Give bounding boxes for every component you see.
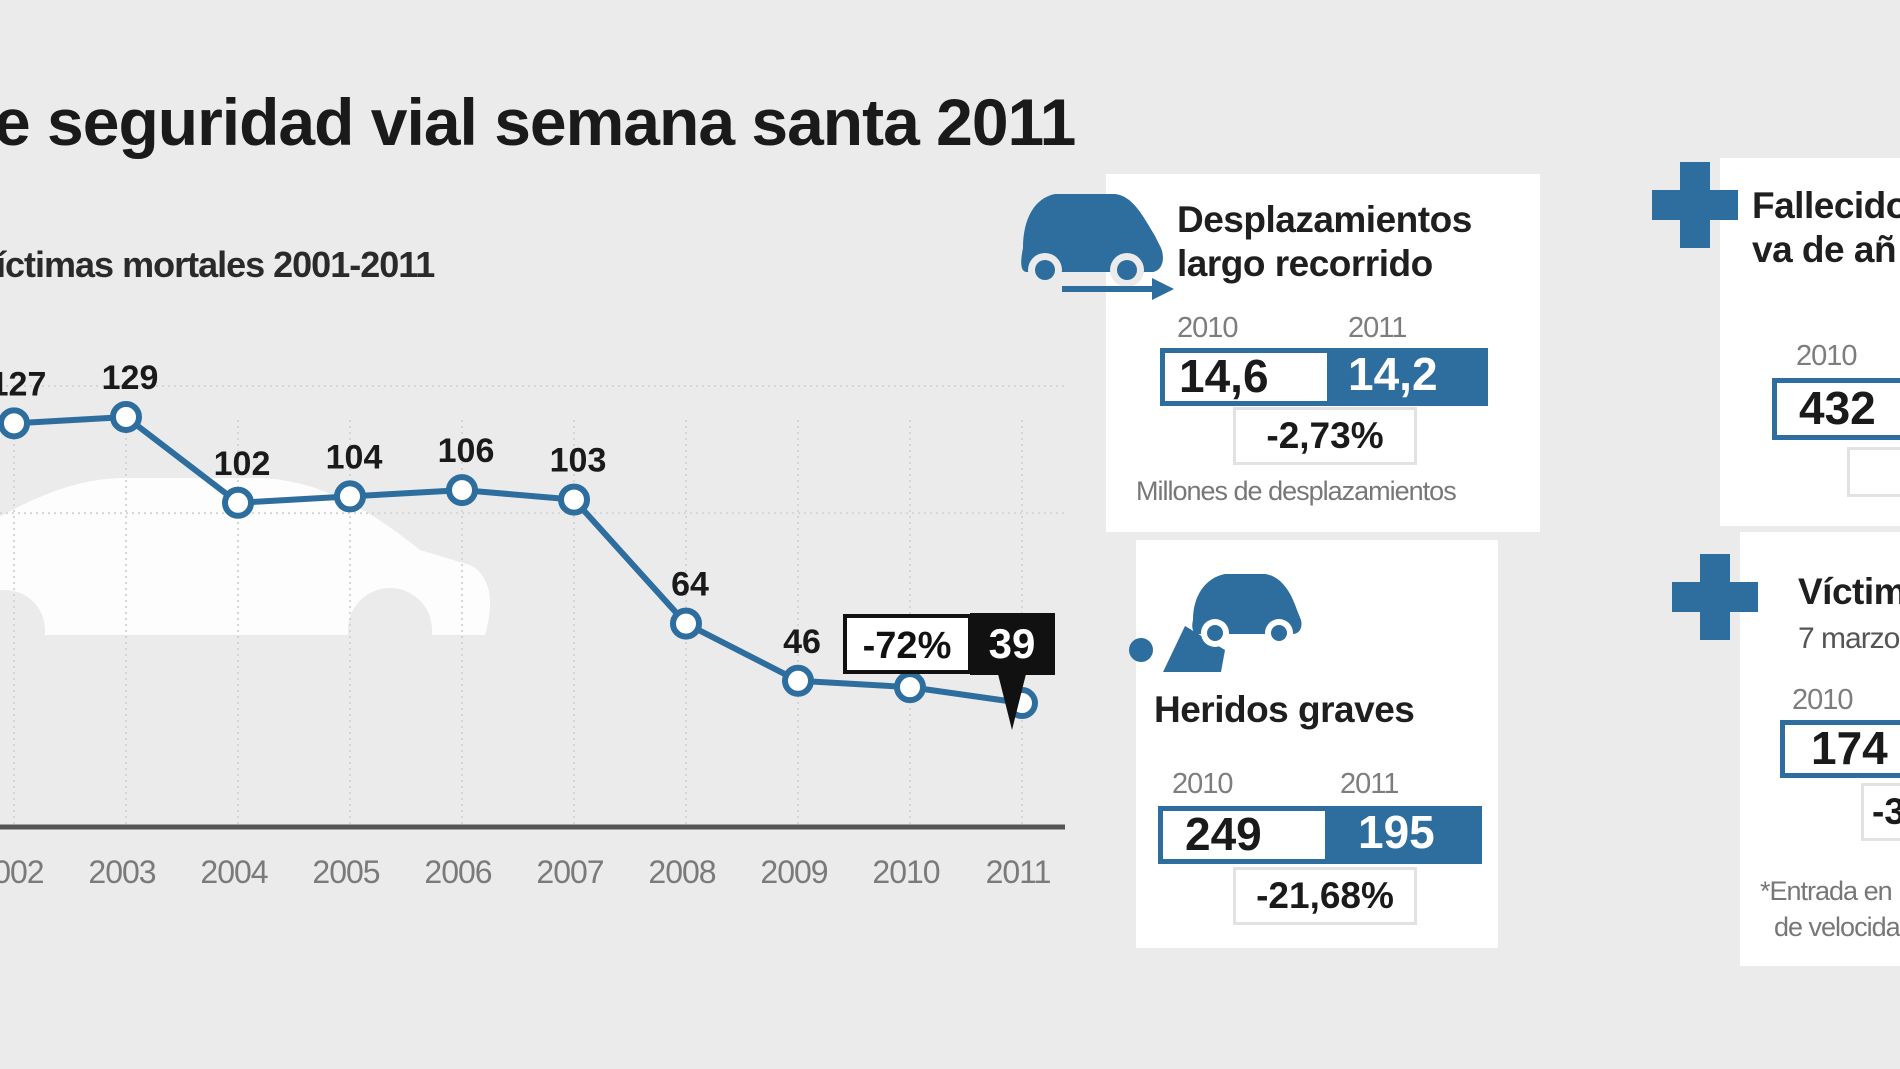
line-chart: 2002 2003 2004 2005 2006 2007 2008 2009 2010 2011… [0, 360, 1065, 890]
data-labels: 127129102104106103644644 [0, 360, 933, 667]
x-tick-label: 2004 [200, 854, 267, 890]
year-label-2011: 2011 [1340, 768, 1399, 800]
card-victimas-title-2: 7 marzo [1798, 622, 1900, 655]
x-tick-label: 2011 [986, 854, 1051, 890]
data-point [894, 671, 926, 704]
year-label-2010: 2010 [1796, 340, 1858, 372]
data-label: 106 [438, 432, 495, 470]
highlight-change: -72% [863, 625, 952, 667]
data-label: 103 [550, 442, 607, 480]
x-tick-label: 2010 [872, 854, 939, 890]
data-label: 104 [326, 438, 383, 476]
data-point [558, 483, 590, 516]
arrow-right-icon [1062, 278, 1174, 300]
data-label: 64 [671, 566, 709, 604]
x-tick-label: 2009 [760, 854, 827, 890]
x-tick-label: 2007 [536, 854, 603, 890]
footnote-line-1: *Entrada en [1760, 876, 1893, 906]
value-2011: 14,2 [1328, 348, 1488, 406]
series-line [13, 413, 1023, 707]
year-label-2010: 2010 [1172, 768, 1234, 800]
change-percent: -3 [1864, 786, 1900, 838]
card-heridos-title: Heridos graves [1154, 689, 1415, 730]
highlight-value: 39 [989, 620, 1036, 667]
highlight-callout: -72% 39 [843, 613, 1055, 730]
x-tick-label: 2008 [648, 854, 715, 890]
year-label-2010: 2010 [1792, 684, 1854, 716]
data-point [0, 407, 30, 440]
change-percent: -2,73% [1236, 410, 1414, 462]
value-2010: 432 [1772, 378, 1900, 440]
data-label: 46 [783, 623, 821, 661]
data-label: 127 [0, 365, 46, 403]
page-title: e seguridad vial semana santa 2011 [0, 85, 1076, 159]
value-2010: 14,6 [1160, 348, 1332, 406]
medical-cross-icon [1672, 554, 1758, 640]
data-point [334, 480, 366, 513]
card-fallecidos-title-2: va de añ [1752, 229, 1897, 270]
card-desplazamientos-title-1: Desplazamientos [1177, 199, 1472, 240]
value-2011: 195 [1326, 806, 1482, 864]
car-silhouette-icon [0, 478, 490, 672]
car-crash-icon [1129, 574, 1302, 672]
car-icon [1021, 194, 1163, 287]
change-percent: -21,68% [1236, 870, 1414, 922]
data-point [110, 400, 142, 433]
data-label: 129 [102, 360, 159, 397]
x-tick-label: 2006 [424, 854, 491, 890]
value-2010: 174 [1780, 720, 1900, 778]
card-victimas-title-1: Víctim [1798, 571, 1900, 612]
data-point [446, 474, 478, 507]
x-tick-labels: 2002 2003 2004 2005 2006 2007 2008 2009 2010 2011 [0, 854, 1052, 890]
year-label-2011: 2011 [1348, 312, 1407, 344]
data-point [222, 486, 254, 519]
change-percent-hidden [1850, 450, 1900, 494]
year-label-2010: 2010 [1177, 312, 1239, 344]
card-desplazamientos-title-2: largo recorrido [1177, 243, 1433, 284]
x-tick-label: 2003 [88, 854, 155, 890]
value-2010: 249 [1158, 806, 1330, 864]
x-tick-label: 2005 [312, 854, 379, 890]
data-label: 102 [214, 445, 271, 483]
medical-cross-icon [1652, 162, 1738, 248]
units-note: Millones de desplazamientos [1136, 476, 1457, 506]
data-point [782, 664, 814, 697]
footnote-line-2: de velocida [1774, 912, 1900, 942]
card-fallecidos-title-1: Fallecido [1752, 185, 1900, 226]
x-tick-label: 2002 [0, 854, 44, 890]
data-point [670, 607, 702, 640]
chart-subtitle: íctimas mortales 2001-2011 [0, 244, 435, 285]
